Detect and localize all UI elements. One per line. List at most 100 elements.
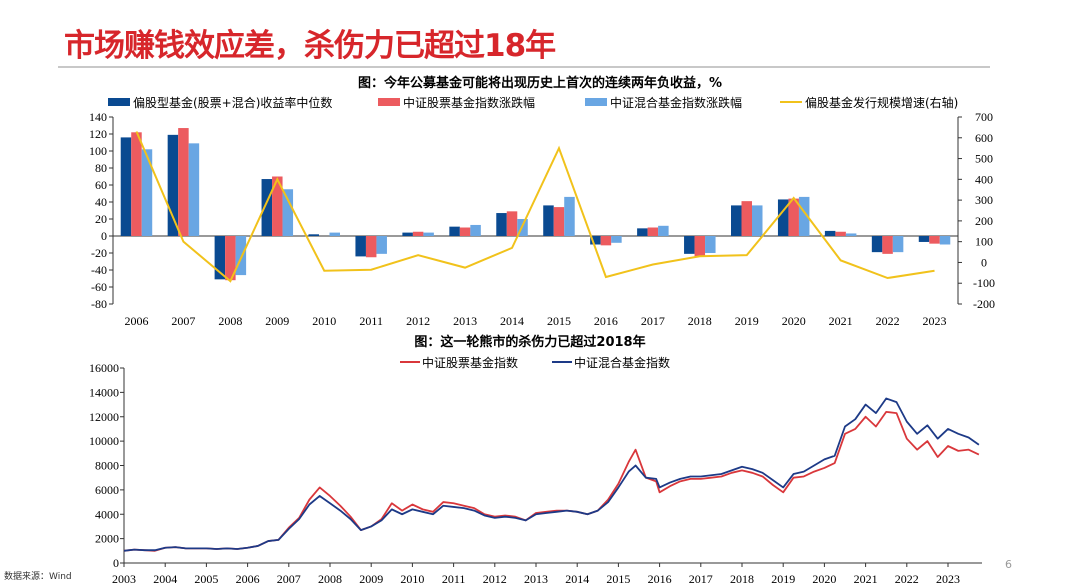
bar-2011-s0 <box>355 236 366 257</box>
left-tick-label: -60 <box>91 280 107 294</box>
y-tick-label: 0 <box>113 556 119 570</box>
x-tick-label: 2021 <box>854 572 878 586</box>
bar-2019-s1 <box>741 201 752 236</box>
bar-2015-s1 <box>553 207 565 236</box>
bar-2007-s0 <box>167 134 179 236</box>
bar-2015-s0 <box>543 205 554 236</box>
left-tick-label: 60 <box>95 178 107 192</box>
x-tick-label: 2020 <box>782 314 806 328</box>
legend-label: 中证股票基金指数 <box>422 355 518 370</box>
left-tick-label: -40 <box>91 263 107 277</box>
page-number: 6 <box>1005 558 1012 571</box>
bar-2018-s0 <box>684 236 695 254</box>
x-tick-label: 2020 <box>812 572 836 586</box>
x-tick-label: 2014 <box>565 572 589 586</box>
chart2-lines <box>123 397 980 552</box>
x-tick-label: 2016 <box>594 314 618 328</box>
x-tick-label: 2003 <box>112 572 136 586</box>
bar-2021-s0 <box>824 230 836 236</box>
y-tick-label: 16000 <box>89 361 119 375</box>
bar-2012-s1 <box>412 231 424 236</box>
x-tick-label: 2022 <box>876 314 900 328</box>
right-tick-label: 0 <box>981 255 987 269</box>
chart2-axes: 0 2000 4000 6000 8000 10000 12000 14000 16000 200… <box>89 361 982 586</box>
bar-2023-s2 <box>939 236 951 245</box>
legend-label: 偏股型基金(股票+混合)收益率中位数 <box>133 95 332 110</box>
bar-2023-s0 <box>918 236 930 242</box>
x-tick-label: 2017 <box>641 314 665 328</box>
legend-label: 中证股票基金指数涨跌幅 <box>403 95 535 110</box>
bar-2008-s1 <box>225 236 236 281</box>
chart1-title: 图：今年公募基金可能将出现历史上首次的连续两年负收益，% <box>358 75 722 91</box>
bar-2022-s2 <box>892 236 904 253</box>
right-tick-label: 100 <box>975 235 993 249</box>
page-title: 市场赚钱效应差，杀伤力已超过18年 <box>64 28 556 64</box>
bar-2008-s0 <box>214 236 226 280</box>
x-tick-label: 2016 <box>648 572 672 586</box>
bar-2009-s2 <box>282 189 294 236</box>
right-tick-label: 500 <box>975 152 993 166</box>
left-tick-label: 20 <box>95 212 107 226</box>
bar-line-chart-fund-returns: 图：今年公募基金可能将出现历史上首次的连续两年负收益，% 偏股型基金(股票+混合… <box>89 75 995 328</box>
chart1-line <box>135 131 935 283</box>
x-tick-label: 2019 <box>735 314 759 328</box>
x-tick-label: 2012 <box>406 314 430 328</box>
x-tick-label: 2012 <box>483 572 507 586</box>
y-tick-label: 14000 <box>89 385 119 399</box>
legend-swatch <box>585 98 607 106</box>
x-tick-label: 2013 <box>524 572 548 586</box>
bar-2017-s1 <box>647 227 659 236</box>
bar-2018-s1 <box>694 236 706 257</box>
bar-2018-s2 <box>705 236 716 253</box>
bar-2010-s2 <box>329 232 340 236</box>
x-tick-label: 2007 <box>171 314 195 328</box>
x-tick-label: 2018 <box>688 314 712 328</box>
stock-fund-index-line <box>123 410 980 552</box>
bar-2013-s0 <box>449 226 460 236</box>
x-tick-label: 2011 <box>359 314 383 328</box>
left-tick-label: 40 <box>95 195 107 209</box>
x-tick-label: 2017 <box>689 572 713 586</box>
x-tick-label: 2007 <box>277 572 301 586</box>
chart2-legend: 中证股票基金指数 中证混合基金指数 <box>400 355 670 370</box>
right-tick-label: 400 <box>975 172 993 186</box>
chart1-bars <box>120 128 951 281</box>
x-tick-label: 2023 <box>923 314 947 328</box>
x-tick-label: 2010 <box>312 314 336 328</box>
legend-label: 偏股基金发行规模增速(右轴) <box>805 95 958 110</box>
x-tick-label: 2013 <box>453 314 477 328</box>
source-note: 数据来源：Wind <box>4 572 72 582</box>
left-tick-label: 100 <box>89 144 107 158</box>
left-tick-label: 0 <box>101 229 107 243</box>
bar-2013-s1 <box>459 227 471 236</box>
bar-2022-s0 <box>871 236 883 253</box>
x-tick-label: 2015 <box>547 314 571 328</box>
bar-2015-s2 <box>564 196 575 236</box>
y-tick-label: 12000 <box>89 410 119 424</box>
bar-2006-s1 <box>131 132 142 236</box>
bar-2009-s1 <box>272 176 283 236</box>
bar-2023-s1 <box>929 236 940 244</box>
bar-2013-s2 <box>470 224 481 236</box>
x-tick-label: 2011 <box>442 572 466 586</box>
legend-swatch <box>378 98 400 106</box>
bar-2006-s2 <box>141 149 153 236</box>
right-tick-label: 700 <box>975 110 993 124</box>
bar-2019-s2 <box>752 205 763 236</box>
x-tick-label: 2022 <box>895 572 919 586</box>
bar-2017-s0 <box>637 228 648 236</box>
legend-label: 中证混合基金指数涨跌幅 <box>610 95 742 110</box>
bar-2014-s1 <box>506 211 518 236</box>
bar-2006-s0 <box>120 137 132 236</box>
x-tick-label: 2004 <box>153 572 177 586</box>
left-tick-label: 80 <box>95 161 107 175</box>
x-tick-label: 2018 <box>730 572 754 586</box>
bar-2010-s0 <box>308 234 319 236</box>
bar-2007-s2 <box>188 143 200 236</box>
bar-2016-s0 <box>590 236 601 245</box>
right-tick-label: -100 <box>973 276 995 290</box>
y-tick-label: 4000 <box>95 507 119 521</box>
x-tick-label: 2014 <box>500 314 524 328</box>
chart2-title: 图：这一轮熊市的杀伤力已超过2018年 <box>414 334 645 350</box>
bar-2021-s1 <box>835 231 846 236</box>
